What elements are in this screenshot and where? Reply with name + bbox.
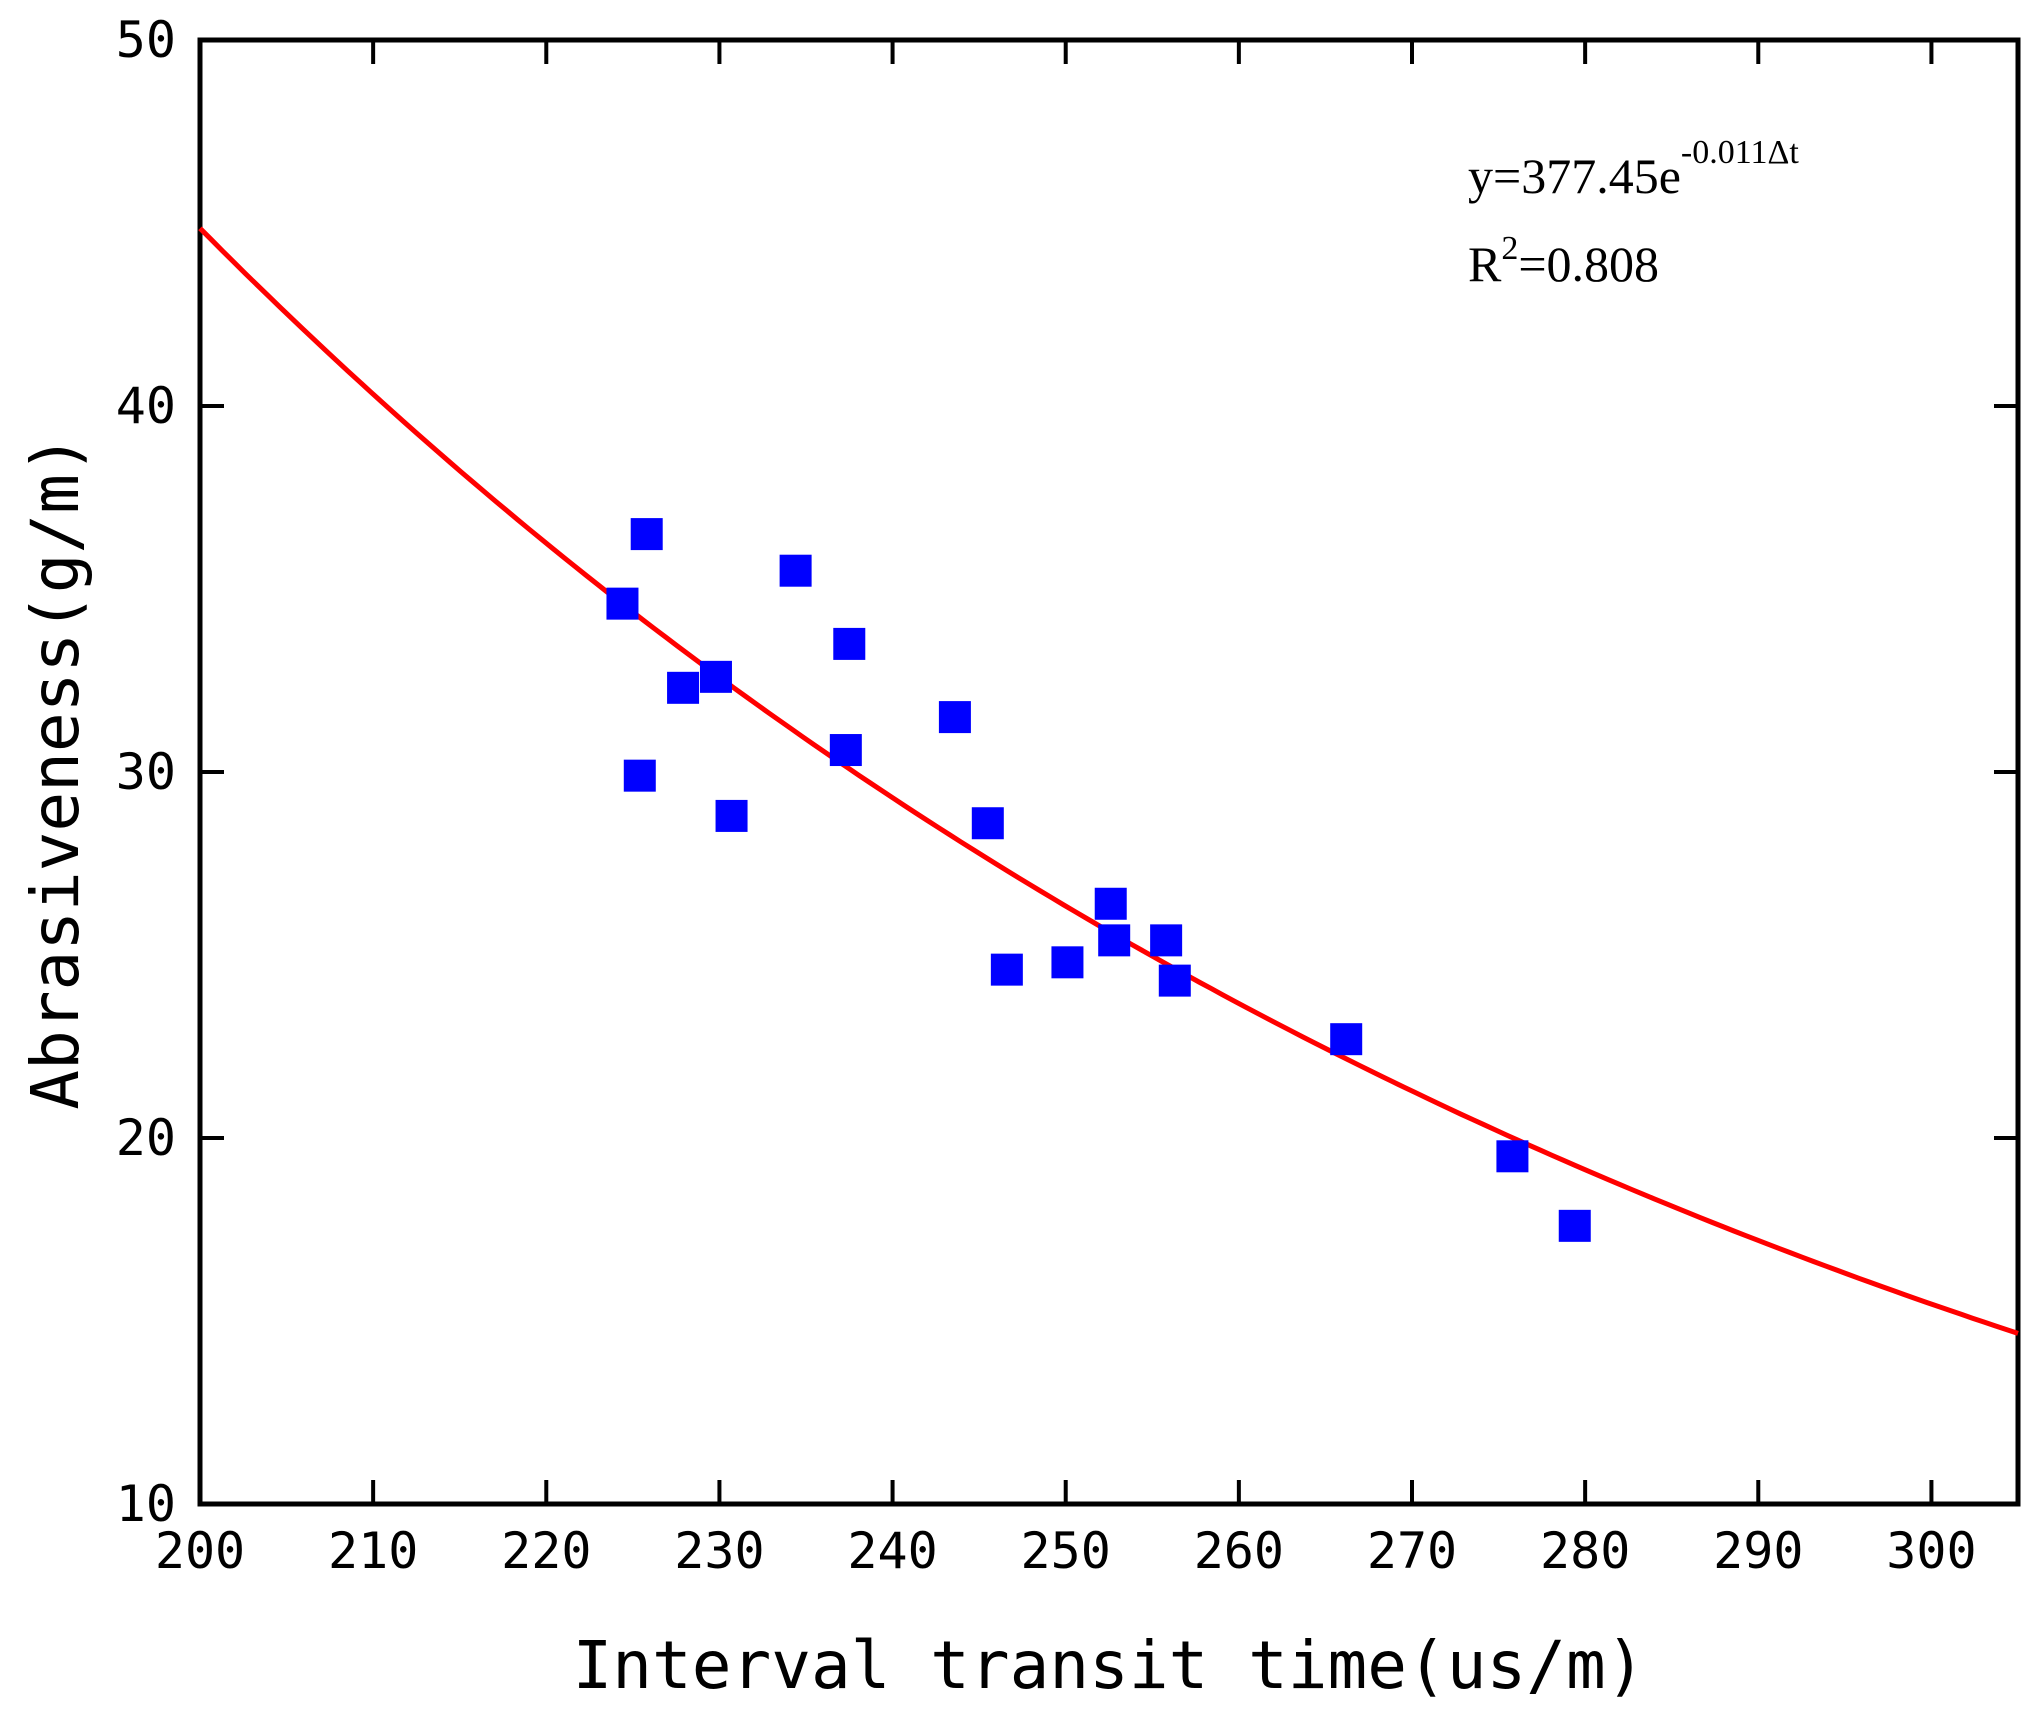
y-tick-labels: 10 20 30 40 50 (116, 11, 176, 1533)
equation-exponent: -0.011Δt (1681, 134, 1799, 171)
data-point (938, 701, 971, 734)
y-tick-label: 10 (116, 1475, 176, 1533)
fit-curve (198, 226, 2019, 1336)
x-axis-title: Interval transit time(us/m) (573, 1627, 1646, 1704)
x-tick-label: 210 (328, 1522, 418, 1580)
x-tick-label: 230 (674, 1522, 764, 1580)
data-point (1150, 924, 1183, 957)
x-tick-label: 270 (1367, 1522, 1457, 1580)
data-point (1098, 924, 1131, 957)
x-tick-label: 260 (1194, 1522, 1284, 1580)
x-tick-labels: 200 210 220 230 240 250 260 270 280 290 300 (155, 1522, 1977, 1580)
x-tick-label: 290 (1713, 1522, 1803, 1580)
data-point (779, 554, 812, 587)
x-tick-label: 280 (1540, 1522, 1630, 1580)
y-tick-label: 30 (116, 743, 176, 801)
data-point (667, 671, 700, 704)
equation-annotation: y=377.45e-0.011Δt (1468, 134, 1799, 204)
y-tick-label: 50 (116, 11, 176, 69)
x-tick-label: 240 (847, 1522, 937, 1580)
x-tick-label: 250 (1021, 1522, 1111, 1580)
r-squared-sup: 2 (1501, 230, 1518, 267)
data-point (1094, 887, 1127, 920)
data-point (1158, 964, 1191, 997)
y-tick-label: 40 (116, 377, 176, 435)
data-point (1496, 1140, 1529, 1173)
data-point (630, 518, 663, 551)
data-point (971, 807, 1004, 840)
r-squared-prefix: R (1468, 236, 1502, 292)
y-axis-title: Abrasiveness(g/m) (17, 434, 94, 1110)
r-squared-value: =0.808 (1518, 236, 1659, 292)
data-point (990, 953, 1023, 986)
data-point (699, 660, 732, 693)
equation-main: y=377.45e (1468, 148, 1681, 204)
data-point (829, 734, 862, 767)
r-squared-annotation: R2=0.808 (1468, 230, 1659, 292)
data-point (715, 799, 748, 832)
x-tick-label: 220 (501, 1522, 591, 1580)
data-point (1558, 1209, 1591, 1242)
points-layer (606, 518, 1591, 1242)
x-tick-label: 200 (155, 1522, 245, 1580)
data-point (606, 587, 639, 620)
fit-layer (198, 226, 2019, 1336)
plot-area-border (197, 37, 2021, 1507)
data-point (833, 627, 866, 660)
y-ticks (200, 38, 2018, 1506)
data-point (623, 759, 656, 792)
x-tick-label: 300 (1886, 1522, 1976, 1580)
data-point (1330, 1023, 1363, 1056)
y-tick-label: 20 (116, 1109, 176, 1167)
x-ticks (198, 40, 1934, 1504)
data-point (1051, 946, 1084, 979)
